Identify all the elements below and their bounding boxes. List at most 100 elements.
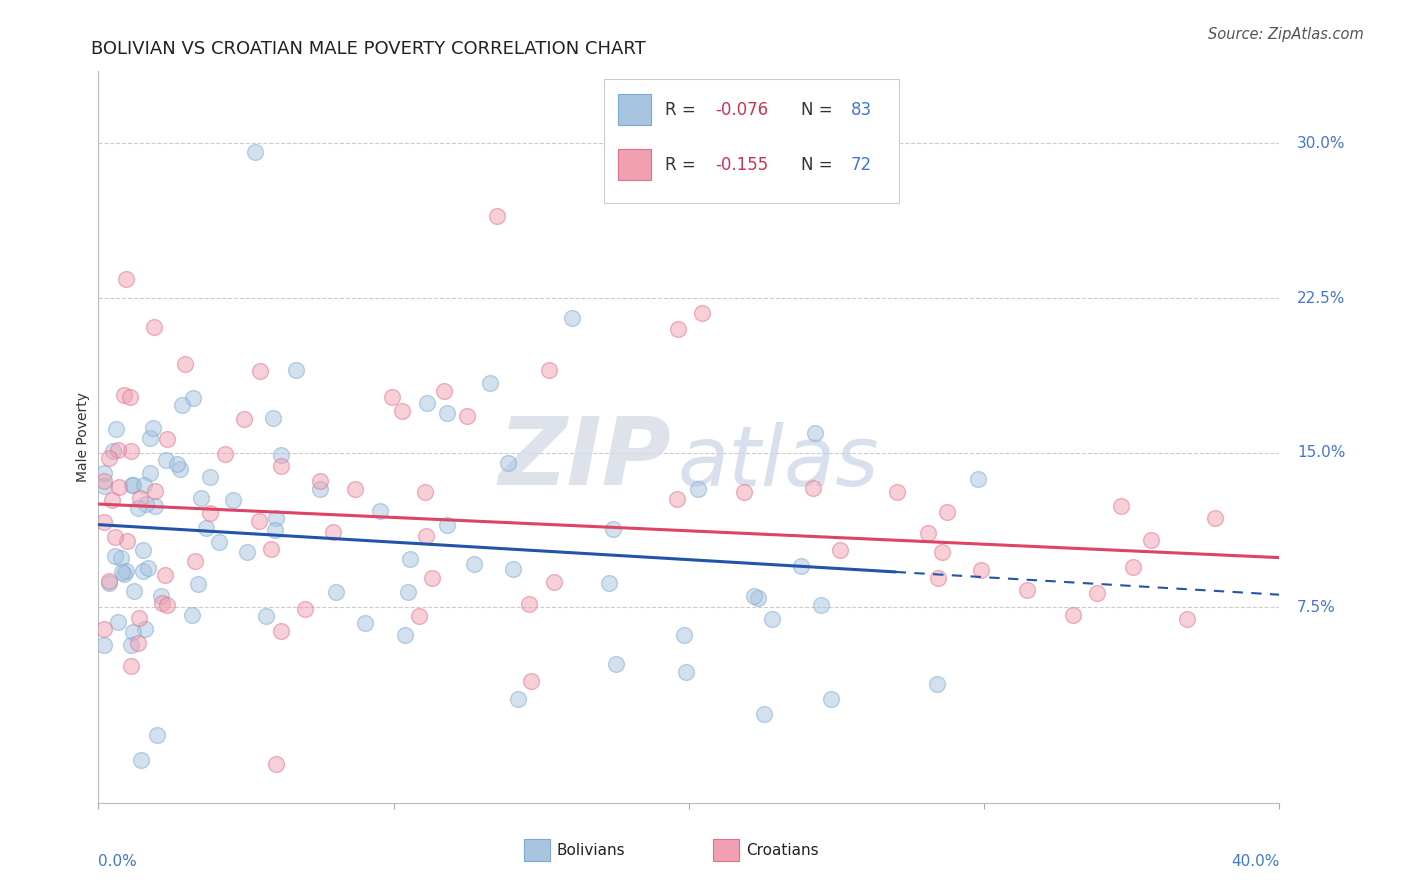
Point bbox=[128, 611, 150, 625]
Text: R =: R = bbox=[665, 155, 702, 174]
Text: 72: 72 bbox=[851, 155, 872, 174]
Point bbox=[1111, 499, 1133, 513]
Point bbox=[127, 501, 149, 516]
Point bbox=[886, 485, 908, 500]
Point bbox=[747, 591, 769, 605]
Text: 83: 83 bbox=[851, 101, 872, 119]
Point bbox=[155, 568, 177, 582]
Text: N =: N = bbox=[801, 155, 838, 174]
Point bbox=[139, 431, 162, 445]
Point bbox=[486, 209, 509, 223]
Point bbox=[692, 306, 714, 320]
FancyBboxPatch shape bbox=[713, 839, 738, 862]
Point bbox=[93, 466, 115, 480]
FancyBboxPatch shape bbox=[619, 149, 651, 180]
Point bbox=[214, 447, 236, 461]
Point bbox=[200, 506, 222, 520]
Point bbox=[917, 526, 939, 541]
Point bbox=[970, 563, 993, 577]
Point bbox=[322, 525, 344, 540]
Point bbox=[136, 561, 159, 575]
Point bbox=[270, 624, 292, 639]
Point bbox=[801, 482, 824, 496]
Point bbox=[413, 485, 436, 500]
Y-axis label: Male Poverty: Male Poverty bbox=[76, 392, 90, 482]
Point bbox=[1062, 607, 1084, 622]
Point bbox=[112, 388, 135, 402]
Point bbox=[172, 399, 194, 413]
Point bbox=[543, 574, 565, 589]
Point bbox=[605, 657, 627, 671]
Point bbox=[396, 585, 419, 599]
Point bbox=[107, 615, 129, 629]
Point bbox=[508, 692, 530, 706]
Text: 30.0%: 30.0% bbox=[1298, 136, 1346, 151]
Point bbox=[666, 321, 689, 335]
Point bbox=[166, 457, 188, 471]
Point bbox=[181, 391, 204, 405]
Point bbox=[931, 545, 953, 559]
Text: Croatians: Croatians bbox=[745, 843, 818, 858]
Point bbox=[235, 545, 257, 559]
Point bbox=[820, 691, 842, 706]
Point bbox=[1140, 533, 1163, 547]
Point bbox=[173, 358, 195, 372]
Point bbox=[381, 390, 404, 404]
Point bbox=[132, 543, 155, 558]
Point bbox=[688, 482, 710, 496]
Point bbox=[1204, 511, 1226, 525]
Point bbox=[294, 602, 316, 616]
Point bbox=[190, 491, 212, 505]
Point bbox=[752, 706, 775, 721]
Point bbox=[394, 628, 416, 642]
Point bbox=[150, 589, 173, 603]
Point bbox=[353, 616, 375, 631]
Point bbox=[243, 145, 266, 159]
Point bbox=[436, 406, 458, 420]
Point bbox=[93, 515, 115, 529]
Point bbox=[107, 442, 129, 457]
Point bbox=[132, 564, 155, 578]
Point bbox=[115, 564, 138, 578]
Text: -0.076: -0.076 bbox=[714, 101, 768, 119]
Text: ZIP: ZIP bbox=[498, 413, 671, 505]
Point bbox=[415, 529, 437, 543]
Point bbox=[665, 491, 688, 506]
Point bbox=[432, 384, 454, 398]
Point bbox=[598, 575, 620, 590]
Point bbox=[262, 410, 284, 425]
Point bbox=[673, 628, 696, 642]
Point bbox=[127, 636, 149, 650]
Point bbox=[150, 596, 173, 610]
Point bbox=[519, 674, 541, 689]
Text: -0.155: -0.155 bbox=[714, 155, 768, 174]
Point bbox=[463, 557, 485, 571]
Point bbox=[1122, 560, 1144, 574]
Text: atlas: atlas bbox=[678, 422, 879, 503]
Point bbox=[1017, 582, 1039, 597]
Point bbox=[264, 756, 287, 771]
Point bbox=[97, 574, 120, 589]
Point bbox=[112, 566, 135, 581]
Point bbox=[110, 551, 132, 566]
Point bbox=[93, 638, 115, 652]
Point bbox=[1175, 612, 1198, 626]
Point bbox=[134, 623, 156, 637]
Point bbox=[105, 422, 128, 436]
Text: 7.5%: 7.5% bbox=[1298, 599, 1336, 615]
Point bbox=[270, 459, 292, 474]
FancyBboxPatch shape bbox=[605, 78, 900, 203]
Text: N =: N = bbox=[801, 101, 838, 119]
Point bbox=[198, 470, 221, 484]
Point bbox=[502, 562, 524, 576]
Point bbox=[308, 482, 330, 496]
Point bbox=[456, 409, 478, 423]
Point bbox=[537, 362, 560, 376]
Point bbox=[761, 612, 783, 626]
Text: 40.0%: 40.0% bbox=[1232, 855, 1279, 870]
Point bbox=[733, 485, 755, 500]
Point bbox=[264, 523, 287, 537]
Point bbox=[156, 598, 179, 612]
Point bbox=[120, 659, 142, 673]
Point bbox=[308, 474, 330, 488]
